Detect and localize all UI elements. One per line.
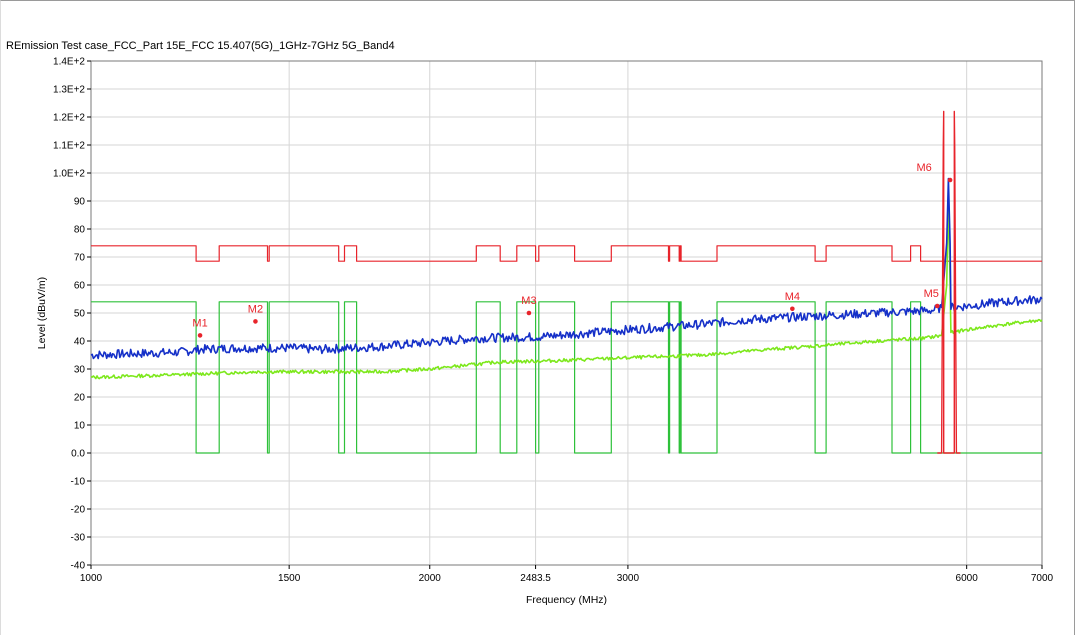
y-tick-label: -20: [71, 505, 86, 516]
series-avg-trace: [90, 194, 1043, 380]
x-tick-label: 3000: [617, 573, 640, 584]
marker-label: M2: [248, 303, 263, 315]
grid-lines: [90, 60, 1043, 566]
x-tick-label: 2483.5: [520, 573, 551, 584]
x-axis-label: Frequency (MHz): [526, 594, 607, 606]
y-tick-label: 1.2E+2: [53, 113, 85, 124]
marker-point: [526, 310, 532, 316]
marker-point: [790, 306, 795, 312]
y-axis-label: Level (dBuV/m): [36, 277, 48, 349]
y-tick-label: 50: [74, 309, 86, 320]
y-tick-label: -40: [71, 561, 86, 572]
marker-label: M3: [521, 295, 536, 307]
x-tick-label: 7000: [1031, 573, 1054, 584]
marker-point: [253, 319, 258, 324]
marker-label: M5: [924, 288, 939, 300]
marker-label: M4: [785, 291, 800, 303]
y-tick-label: 70: [74, 253, 86, 264]
series-peak-trace: [90, 177, 1043, 360]
y-tick-label: 80: [74, 225, 86, 236]
tick-labels: -40 -30 -20 -10 0.0 10 20 30 40 50 60 70 80 90 1.0E+2 1…: [53, 57, 1054, 585]
chart-title: REmission Test case_FCC_Part 15E_FCC 15.…: [6, 40, 395, 52]
x-tick-label: 6000: [956, 573, 979, 584]
x-tick-label: 1500: [278, 573, 301, 584]
y-tick-label: 90: [74, 197, 86, 208]
series-peak-limit: [91, 245, 1042, 262]
x-tick-label: 1000: [80, 573, 103, 584]
markers: M1 M2 M3 M4 M5 M6: [192, 162, 953, 338]
y-tick-label: 1.3E+2: [53, 85, 85, 96]
y-tick-label: 20: [74, 393, 86, 404]
marker-label: M1: [192, 317, 207, 329]
marker-point: [197, 333, 203, 338]
series-avg-limit: [91, 301, 1042, 454]
y-tick-label: 30: [74, 365, 86, 376]
y-tick-label: 10: [74, 421, 86, 432]
marker-point: [934, 303, 940, 309]
y-tick-label: 60: [74, 281, 86, 292]
y-tick-label: -10: [71, 477, 86, 488]
series-band-limit: [937, 110, 961, 454]
marker-label: M6: [916, 162, 931, 174]
y-tick-label: 0.0: [71, 449, 85, 460]
x-tick-label: 2000: [419, 573, 442, 584]
y-tick-label: 1.4E+2: [53, 57, 85, 68]
marker-point: [947, 177, 953, 183]
y-tick-label: -30: [71, 533, 86, 544]
plot-area: [90, 110, 1043, 454]
y-tick-label: 1.0E+2: [53, 169, 85, 180]
y-tick-label: 1.1E+2: [53, 141, 85, 152]
y-tick-label: 40: [74, 337, 86, 348]
